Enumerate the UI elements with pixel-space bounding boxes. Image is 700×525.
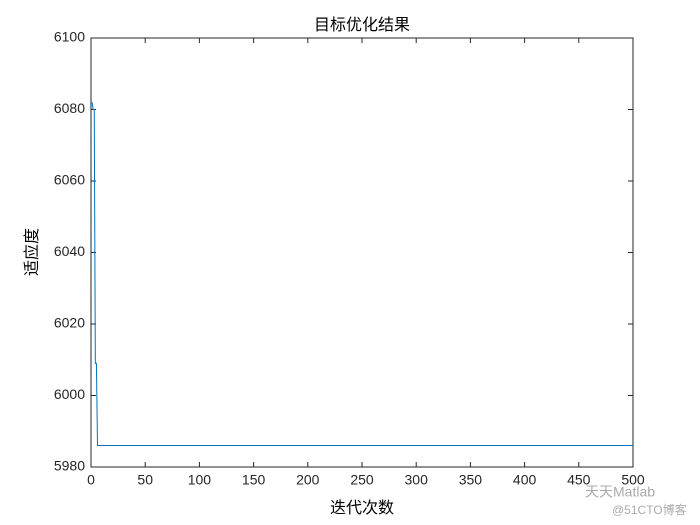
- y-tick-label: 6020: [54, 315, 85, 331]
- x-tick-label: 0: [87, 472, 95, 488]
- watermark-site: @51CTO博客: [612, 502, 687, 517]
- x-tick-label: 200: [296, 472, 320, 488]
- watermark-account: 天天Matlab: [585, 484, 655, 500]
- y-tick-label: 6060: [54, 172, 85, 188]
- series-line: [91, 102, 633, 447]
- x-tick-label: 50: [137, 472, 153, 488]
- x-tick-label: 500: [621, 472, 645, 488]
- x-tick-label: 250: [350, 472, 374, 488]
- y-tick-label: 5980: [54, 458, 85, 474]
- y-axis-label: 适应度: [22, 228, 41, 276]
- x-tick-label: 100: [188, 472, 212, 488]
- y-tick-label: 6040: [54, 243, 85, 259]
- x-tick-label: 350: [459, 472, 483, 488]
- plot-area: [90, 37, 634, 468]
- y-tick-label: 6000: [54, 386, 85, 402]
- x-tick-label: 300: [405, 472, 429, 488]
- x-tick-label: 450: [567, 472, 591, 488]
- chart-title: 目标优化结果: [314, 16, 410, 34]
- x-axis-label: 迭代次数: [330, 499, 394, 517]
- x-tick-label: 150: [242, 472, 266, 488]
- x-tick-label: 400: [513, 472, 537, 488]
- y-tick-label: 6080: [54, 100, 85, 116]
- y-tick-label: 6100: [54, 29, 85, 45]
